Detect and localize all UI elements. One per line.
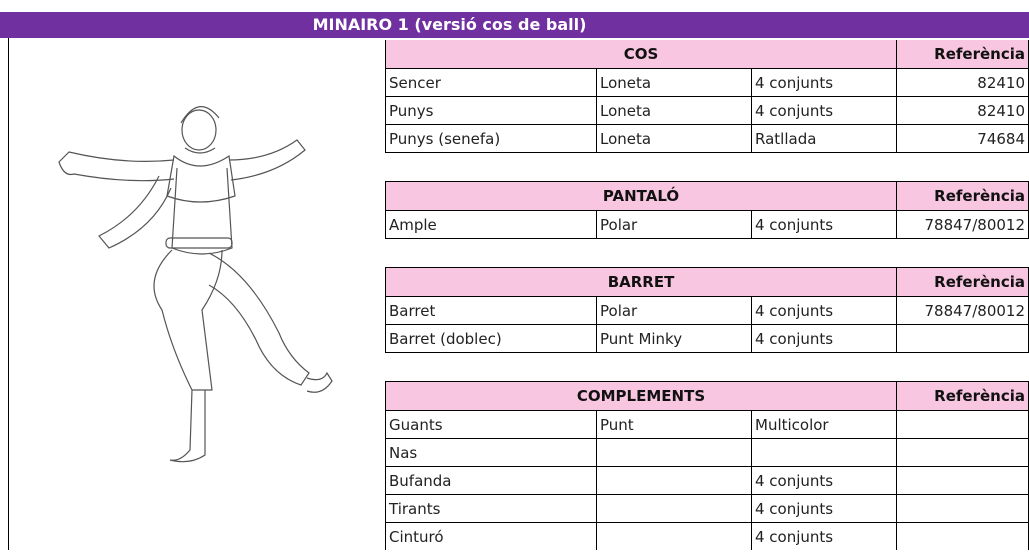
reference-cell [897, 467, 1029, 495]
table-cell: 4 conjunts [752, 325, 897, 353]
table-cell [597, 495, 752, 523]
table-cell: Loneta [597, 69, 752, 97]
sheet-title: MINAIRO 1 (versió cos de ball) [0, 12, 1029, 38]
table-cell: Loneta [597, 125, 752, 153]
table-cell [597, 439, 752, 467]
table-cell: Cinturó [385, 523, 597, 550]
table-cell: 4 conjunts [752, 297, 897, 325]
sketch-drawing [58, 106, 333, 463]
table-cell: Punt [597, 411, 752, 439]
table-cell: Punys (senefa) [385, 125, 597, 153]
table-cell: 4 conjunts [752, 69, 897, 97]
section-header: COS [385, 40, 897, 69]
reference-cell [897, 325, 1029, 353]
rule [385, 267, 1029, 268]
reference-cell: 82410 [897, 97, 1029, 125]
reference-cell [897, 411, 1029, 439]
table-cell: 4 conjunts [752, 467, 897, 495]
rule [385, 381, 1029, 382]
table-cell: Loneta [597, 97, 752, 125]
reference-header: Referència [897, 268, 1029, 297]
table-cell: Punys [385, 97, 597, 125]
rule [385, 181, 1029, 182]
table-cell [597, 523, 752, 550]
table-cell: Ample [385, 211, 597, 239]
table-cell: Tirants [385, 495, 597, 523]
table-cell: Multicolor [752, 411, 897, 439]
reference-cell: 82410 [897, 69, 1029, 97]
table-cell: Guants [385, 411, 597, 439]
reference-cell [897, 523, 1029, 550]
reference-cell [897, 495, 1029, 523]
section-header: COMPLEMENTS [385, 382, 897, 411]
reference-header: Referència [897, 40, 1029, 69]
table-cell: Polar [597, 297, 752, 325]
table-cell: Nas [385, 439, 597, 467]
table-cell [597, 467, 752, 495]
table-cell: 4 conjunts [752, 523, 897, 550]
reference-cell: 78847/80012 [897, 297, 1029, 325]
section-header: PANTALÓ [385, 182, 897, 211]
costume-table: COS Referència Sencer Loneta 4 conjunts 82410… [385, 40, 1029, 550]
table-cell: 4 conjunts [752, 211, 897, 239]
table-cell: Sencer [385, 69, 597, 97]
reference-cell [897, 439, 1029, 467]
reference-cell: 74684 [897, 125, 1029, 153]
section-header: BARRET [385, 268, 897, 297]
table-cell [752, 439, 897, 467]
table-cell: Barret (doblec) [385, 325, 597, 353]
dancer-sketch [8, 38, 385, 550]
table-cell: Bufanda [385, 467, 597, 495]
reference-header: Referència [897, 182, 1029, 211]
reference-header: Referència [897, 382, 1029, 411]
table-cell: Punt Minky [597, 325, 752, 353]
table-cell: 4 conjunts [752, 97, 897, 125]
table-cell: Barret [385, 297, 597, 325]
table-cell: Polar [597, 211, 752, 239]
reference-cell: 78847/80012 [897, 211, 1029, 239]
table-cell: Ratllada [752, 125, 897, 153]
table-cell: 4 conjunts [752, 495, 897, 523]
